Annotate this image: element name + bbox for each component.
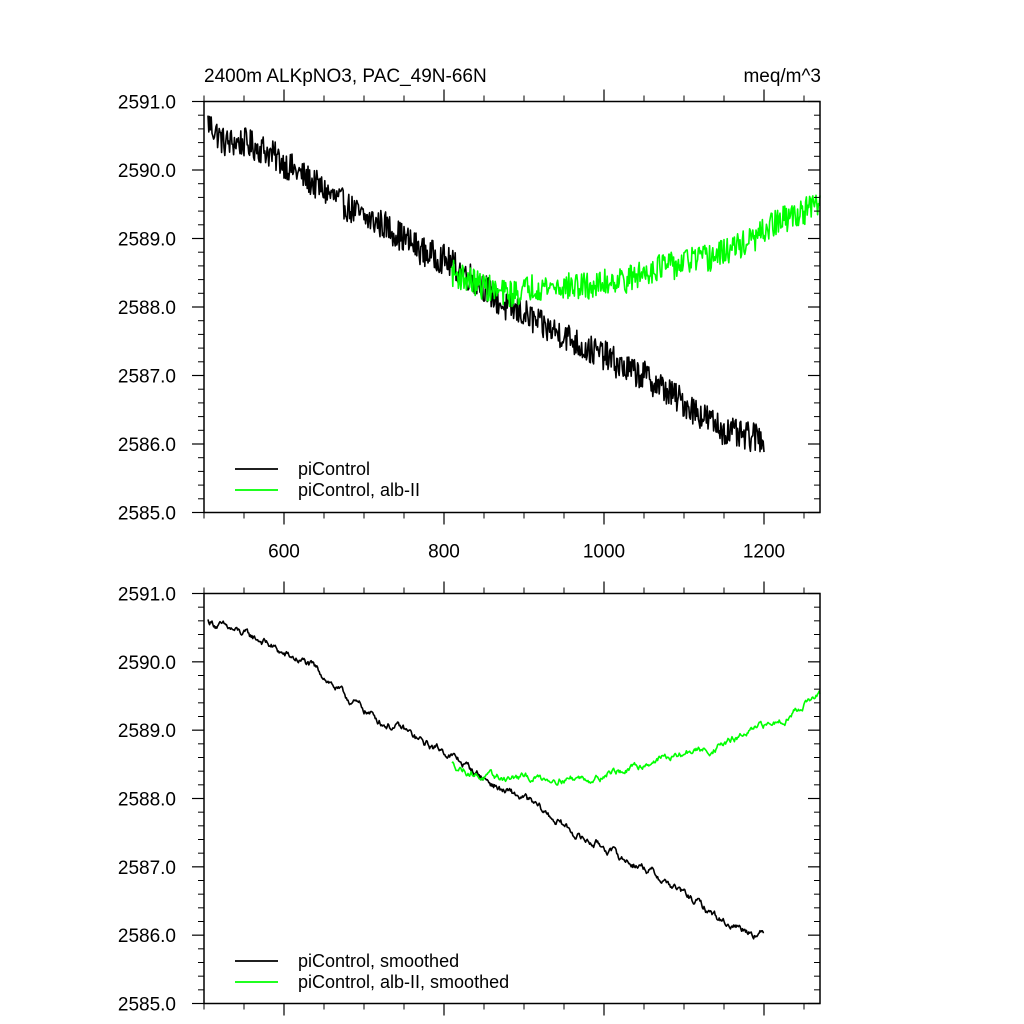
bottom-tick-layer: 2585.0 2586.0 2587.0 2588.0 2589.0 2590.0 2591…: [118, 581, 820, 1016]
top-x-tick-label: 600: [268, 542, 300, 563]
bottom-series-line-2: [451, 690, 821, 786]
top-legend: piControl piControl, alb-II: [235, 459, 420, 500]
top-panel: 600 800 1000 1200 2585.0 2586.0 2587.0 2588.0 25…: [118, 89, 821, 563]
bottom-y-tick-label: 2590.0: [118, 653, 176, 674]
top-legend-label-2: piControl, alb-II: [298, 480, 420, 500]
top-x-tick-label: 1200: [743, 542, 785, 563]
bottom-y-tick-label: 2587.0: [118, 858, 176, 879]
top-y-tick-label: 2586.0: [118, 435, 176, 456]
top-tick-layer: 600 800 1000 1200 2585.0 2586.0 2587.0 2588.0 25…: [118, 89, 820, 563]
bottom-series-line-1: [207, 619, 765, 940]
bottom-legend-label-1: piControl, smoothed: [298, 951, 459, 971]
top-y-tick-label: 2587.0: [118, 367, 176, 388]
bottom-legend: piControl, smoothed piControl, alb-II, s…: [235, 951, 509, 992]
bottom-y-tick-label: 2585.0: [118, 995, 176, 1016]
top-series-line-2: [451, 194, 821, 308]
bottom-y-tick-label: 2591.0: [118, 585, 176, 606]
top-x-tick-label: 800: [428, 542, 460, 563]
bottom-series-layer: [207, 619, 821, 940]
chart-title: 2400m ALKpNO3, PAC_49N-66N: [204, 66, 487, 87]
top-y-tick-label: 2589.0: [118, 230, 176, 251]
bottom-y-tick-label: 2586.0: [118, 926, 176, 947]
bottom-legend-label-2: piControl, alb-II, smoothed: [298, 972, 509, 992]
bottom-panel: 2585.0 2586.0 2587.0 2588.0 2589.0 2590.0 2591…: [118, 581, 821, 1016]
top-y-tick-label: 2585.0: [118, 504, 176, 525]
bottom-y-tick-label: 2589.0: [118, 721, 176, 742]
top-series-layer: [207, 115, 821, 453]
top-y-tick-label: 2590.0: [118, 161, 176, 182]
top-y-tick-label: 2591.0: [118, 93, 176, 114]
top-legend-label-1: piControl: [298, 459, 370, 479]
bottom-y-tick-label: 2588.0: [118, 790, 176, 811]
top-x-tick-label: 1000: [583, 542, 625, 563]
chart-units: meq/m^3: [743, 66, 821, 87]
bottom-plot-frame: [203, 592, 821, 1005]
top-y-tick-label: 2588.0: [118, 298, 176, 319]
